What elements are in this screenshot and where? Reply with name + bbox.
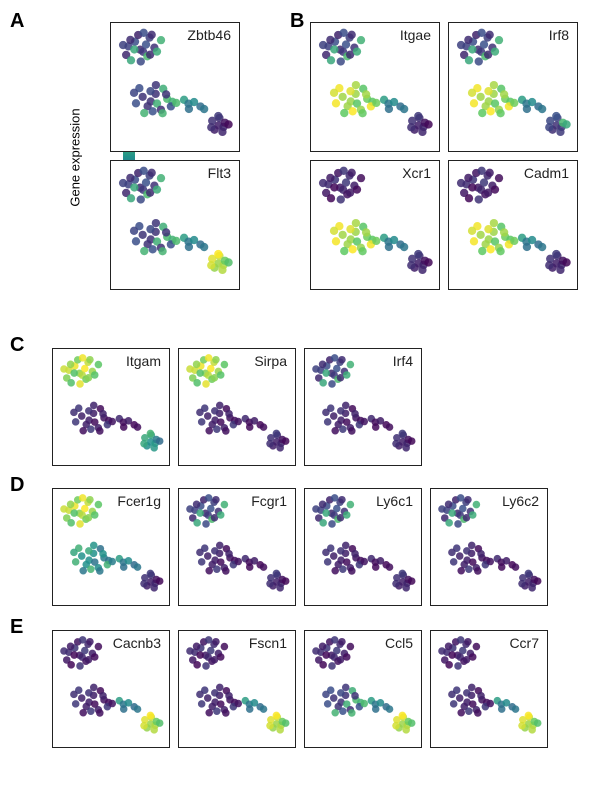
panel-label-d: D xyxy=(10,474,24,497)
gene-title: Fcer1g xyxy=(117,493,161,509)
panel-label-b: B xyxy=(290,10,304,33)
scatter-plot-sirpa: Sirpa xyxy=(178,348,296,466)
gene-title: Fscn1 xyxy=(249,635,287,651)
scatter-plot-ccr7: Ccr7 xyxy=(430,630,548,748)
gene-title: Irf4 xyxy=(393,353,413,369)
scatter-plot-zbtb46: Zbtb46 xyxy=(110,22,240,152)
scatter-plot-cadm1: Cadm1 xyxy=(448,160,578,290)
scatter-plot-ly6c2: Ly6c2 xyxy=(430,488,548,606)
gene-title: Fcgr1 xyxy=(251,493,287,509)
gene-title: Ccl5 xyxy=(385,635,413,651)
scatter-plot-ly6c1: Ly6c1 xyxy=(304,488,422,606)
gene-title: Zbtb46 xyxy=(187,27,231,43)
gene-title: Ly6c2 xyxy=(502,493,539,509)
panel-label-e: E xyxy=(10,616,23,639)
colorbar-axis-label: Gene expression xyxy=(68,108,83,206)
figure-root: A B Gene expression max min Zbtb46Flt3 I… xyxy=(10,10,603,748)
panel-a: Zbtb46 Flt3 xyxy=(110,22,240,290)
panel-e: Cacnb3 Fscn1 Ccl5 Ccr7 xyxy=(52,616,603,748)
gene-title: Itgam xyxy=(126,353,161,369)
gene-title: Itgae xyxy=(400,27,431,43)
panel-b: Itgae Irf8 Xcr1 Cadm1 xyxy=(310,22,578,290)
panel-label-a: A xyxy=(10,10,24,33)
scatter-plot-xcr1: Xcr1 xyxy=(310,160,440,290)
scatter-plot-fcgr1: Fcgr1 xyxy=(178,488,296,606)
panel-label-c: C xyxy=(10,334,24,357)
gene-title: Sirpa xyxy=(254,353,287,369)
panel-d: Fcer1g Fcgr1 Ly6c1 Ly6c2 xyxy=(52,474,603,606)
scatter-plot-irf4: Irf4 xyxy=(304,348,422,466)
gene-title: Flt3 xyxy=(208,165,231,181)
scatter-plot-itgam: Itgam xyxy=(52,348,170,466)
scatter-plot-cacnb3: Cacnb3 xyxy=(52,630,170,748)
gene-title: Irf8 xyxy=(549,27,569,43)
scatter-plot-itgae: Itgae xyxy=(310,22,440,152)
scatter-plot-irf8: Irf8 xyxy=(448,22,578,152)
scatter-plot-flt3: Flt3 xyxy=(110,160,240,290)
gene-title: Cadm1 xyxy=(524,165,569,181)
scatter-plot-fcer1g: Fcer1g xyxy=(52,488,170,606)
gene-title: Xcr1 xyxy=(402,165,431,181)
gene-title: Cacnb3 xyxy=(113,635,161,651)
panel-c: Itgam Sirpa Irf4 xyxy=(52,334,603,466)
gene-title: Ly6c1 xyxy=(376,493,413,509)
scatter-plot-fscn1: Fscn1 xyxy=(178,630,296,748)
gene-title: Ccr7 xyxy=(509,635,539,651)
scatter-plot-ccl5: Ccl5 xyxy=(304,630,422,748)
